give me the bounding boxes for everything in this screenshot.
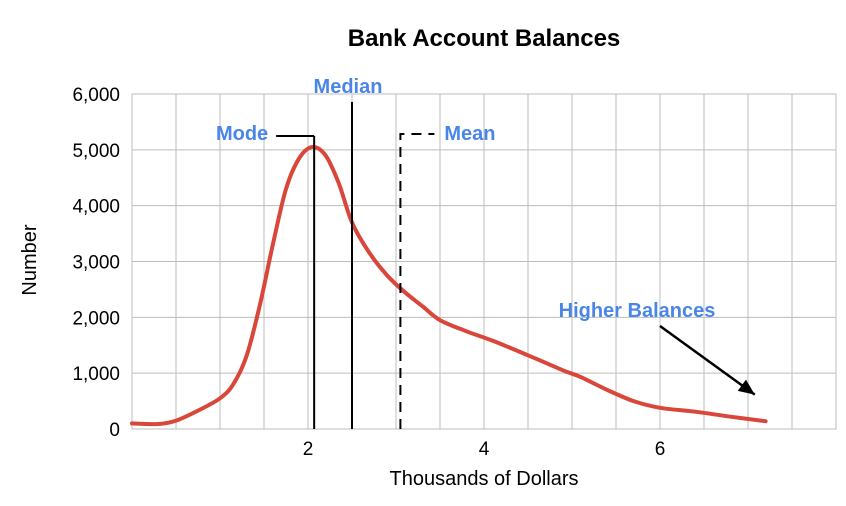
plot-frame	[131, 93, 837, 430]
x-tick-label: 4	[479, 439, 490, 460]
higher-balances-label: Higher Balances	[559, 300, 716, 322]
mode-label: Mode	[216, 123, 268, 145]
y-tick-label: 4,000	[72, 197, 120, 218]
y-tick-label: 6,000	[72, 85, 120, 106]
markers-layer: Mode Median Mean	[216, 76, 496, 429]
x-axis-label: Thousands of Dollars	[390, 468, 579, 490]
chart-title: Bank Account Balances	[348, 25, 621, 52]
y-tick-label: 0	[109, 420, 120, 441]
higher-balances-arrow	[659, 324, 756, 396]
y-axis-label: Number	[19, 224, 41, 295]
x-tick-label: 2	[303, 439, 314, 460]
higher-balances-arrowhead	[737, 379, 755, 395]
mean-label: Mean	[444, 123, 495, 145]
y-tick-label: 3,000	[72, 253, 120, 274]
mean-line	[399, 133, 435, 429]
y-tick-label: 2,000	[72, 308, 120, 329]
x-tick-label: 6	[655, 439, 666, 460]
x-axis-ticks: 2 4 6	[303, 439, 666, 460]
annotations-layer: Higher Balances	[559, 300, 756, 396]
distribution-curve	[130, 144, 768, 427]
y-axis-ticks: 0 1,000 2,000 3,000 4,000 5,000 6,000	[72, 85, 120, 441]
series-layer	[130, 144, 768, 427]
median-label: Median	[314, 76, 383, 98]
y-tick-label: 5,000	[72, 141, 120, 162]
y-tick-label: 1,000	[72, 364, 120, 385]
